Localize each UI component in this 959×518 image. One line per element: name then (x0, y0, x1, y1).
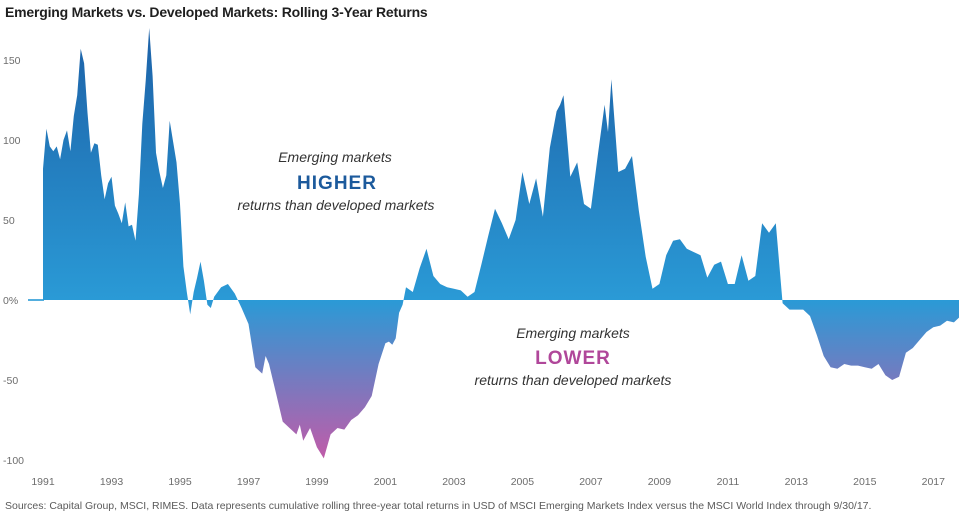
chart-title: Emerging Markets vs. Developed Markets: … (5, 4, 428, 20)
y-tick-label: 150 (3, 55, 21, 67)
y-tick-label: 0% (3, 295, 18, 307)
y-tick-label: 50 (3, 215, 15, 227)
x-tick-label: 2013 (785, 476, 809, 488)
x-tick-label: 2017 (922, 476, 946, 488)
x-tick-label: 2015 (853, 476, 877, 488)
annotation-higher-line1: Emerging markets (278, 149, 392, 165)
x-axis-ticks: 1991 1993 1995 1997 1999 2001 2003 2005 2007 2009… (31, 476, 945, 488)
x-tick-label: 1997 (237, 476, 261, 488)
annotation-lower: Emerging markets LOWER returns than deve… (475, 325, 672, 388)
annotation-higher: Emerging markets HIGHER returns than dev… (238, 149, 435, 213)
x-tick-label: 2003 (442, 476, 466, 488)
zero-baseline (28, 299, 44, 301)
x-tick-label: 1999 (305, 476, 329, 488)
area-positive-region (43, 28, 959, 300)
annotation-lower-line1: Emerging markets (516, 325, 630, 341)
x-tick-label: 2007 (579, 476, 603, 488)
source-note: Sources: Capital Group, MSCI, RIMES. Dat… (5, 500, 872, 512)
x-tick-label: 1993 (100, 476, 124, 488)
x-tick-label: 2009 (648, 476, 672, 488)
annotation-higher-word: HIGHER (297, 173, 377, 194)
y-tick-label: -100 (3, 455, 24, 467)
annotation-lower-line3: returns than developed markets (475, 372, 672, 388)
y-tick-label: -50 (3, 375, 18, 387)
annotation-higher-line3: returns than developed markets (238, 197, 435, 213)
x-tick-label: 1991 (31, 476, 55, 488)
annotation-lower-word: LOWER (535, 348, 611, 369)
x-tick-label: 2001 (374, 476, 398, 488)
y-tick-label: 100 (3, 135, 21, 147)
x-tick-label: 2005 (511, 476, 535, 488)
area-negative-region (43, 300, 959, 459)
y-axis-ticks: 150 100 50 0% -50 -100 (3, 55, 24, 467)
x-tick-label: 1995 (168, 476, 192, 488)
x-tick-label: 2011 (717, 476, 740, 488)
